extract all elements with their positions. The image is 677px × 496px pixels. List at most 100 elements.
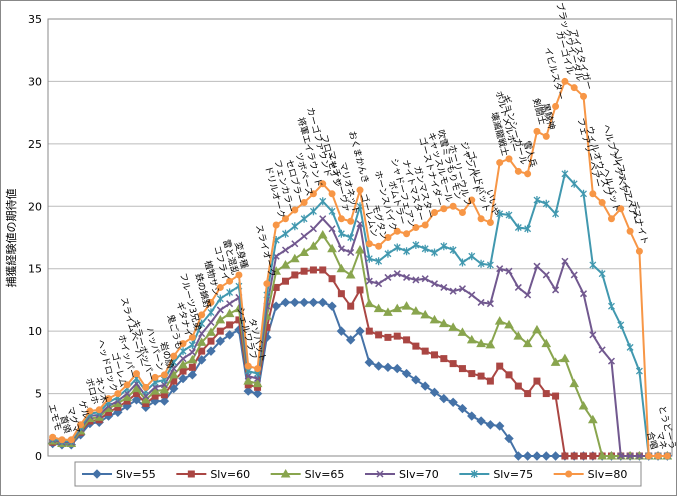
marker	[468, 196, 476, 204]
legend-label: Slv=55	[116, 468, 156, 481]
marker	[291, 206, 299, 214]
y-tick-label: 35	[28, 13, 42, 26]
marker	[486, 260, 494, 269]
marker	[438, 318, 449, 328]
marker	[319, 197, 327, 206]
marker	[440, 283, 448, 291]
marker	[513, 331, 524, 340]
marker	[159, 396, 170, 406]
legend: Slv=55 Slv=60 Slv=65 Slv=70 Slv=75 Slv=80	[74, 461, 642, 487]
marker	[318, 297, 328, 308]
marker	[524, 291, 532, 299]
marker	[299, 297, 309, 308]
marker	[131, 395, 142, 405]
marker	[280, 297, 291, 308]
marker	[132, 370, 140, 378]
marker	[131, 383, 142, 393]
marker	[541, 451, 551, 461]
legend-label: Slv=70	[399, 468, 439, 481]
y-axis-label: 捕獲経験値の期待値	[4, 189, 18, 288]
marker	[300, 267, 308, 275]
marker	[169, 383, 179, 394]
marker	[179, 340, 187, 348]
marker	[542, 390, 550, 398]
marker	[421, 221, 429, 229]
marker	[224, 330, 235, 340]
marker	[289, 253, 300, 263]
y-tick-label: 20	[28, 200, 42, 213]
marker	[458, 209, 466, 217]
marker	[505, 211, 513, 220]
marker	[226, 300, 234, 308]
marker	[365, 277, 373, 285]
marker	[654, 452, 662, 460]
marker	[243, 376, 254, 385]
marker	[216, 294, 224, 303]
marker	[514, 382, 522, 390]
marker	[561, 452, 569, 460]
marker	[365, 240, 373, 248]
marker	[384, 333, 392, 341]
marker	[280, 468, 291, 478]
marker	[496, 265, 504, 273]
y-tick-label: 5	[35, 388, 42, 401]
marker	[235, 271, 243, 279]
marker	[216, 306, 224, 314]
marker	[449, 245, 457, 254]
marker	[328, 275, 336, 283]
marker	[206, 346, 216, 356]
marker	[252, 378, 263, 388]
marker	[449, 287, 457, 295]
marker	[309, 225, 317, 233]
marker	[226, 321, 234, 329]
marker	[477, 215, 485, 223]
marker	[468, 370, 476, 378]
marker	[533, 262, 541, 270]
marker	[142, 383, 150, 391]
marker	[67, 436, 75, 444]
marker	[541, 338, 552, 348]
marker	[607, 357, 615, 365]
marker	[476, 416, 486, 426]
marker	[589, 260, 597, 269]
marker	[187, 470, 195, 478]
marker	[597, 450, 608, 460]
marker	[431, 209, 439, 217]
marker	[280, 259, 291, 269]
marker	[243, 386, 253, 396]
marker	[589, 190, 597, 198]
marker	[393, 332, 401, 340]
marker	[376, 470, 384, 478]
marker	[393, 227, 401, 235]
marker	[355, 244, 365, 254]
marker	[486, 300, 494, 308]
marker	[449, 202, 457, 210]
marker	[403, 247, 411, 256]
marker	[168, 369, 179, 379]
marker	[565, 470, 573, 478]
marker	[92, 469, 102, 479]
marker	[347, 233, 355, 242]
marker	[552, 286, 560, 294]
marker	[533, 196, 541, 205]
marker	[224, 308, 235, 318]
marker	[561, 77, 569, 85]
marker	[365, 254, 373, 263]
marker	[421, 347, 429, 355]
legend-box	[74, 461, 642, 487]
marker	[626, 343, 634, 352]
marker	[485, 339, 496, 349]
marker	[375, 280, 383, 288]
marker	[403, 230, 411, 238]
marker	[337, 215, 345, 223]
marker	[198, 347, 206, 355]
marker	[319, 180, 327, 188]
marker	[375, 242, 383, 250]
marker	[215, 314, 226, 324]
marker	[458, 285, 466, 293]
marker	[179, 367, 187, 375]
marker	[178, 373, 188, 384]
marker	[561, 257, 569, 265]
marker	[570, 84, 578, 92]
marker	[375, 331, 383, 339]
